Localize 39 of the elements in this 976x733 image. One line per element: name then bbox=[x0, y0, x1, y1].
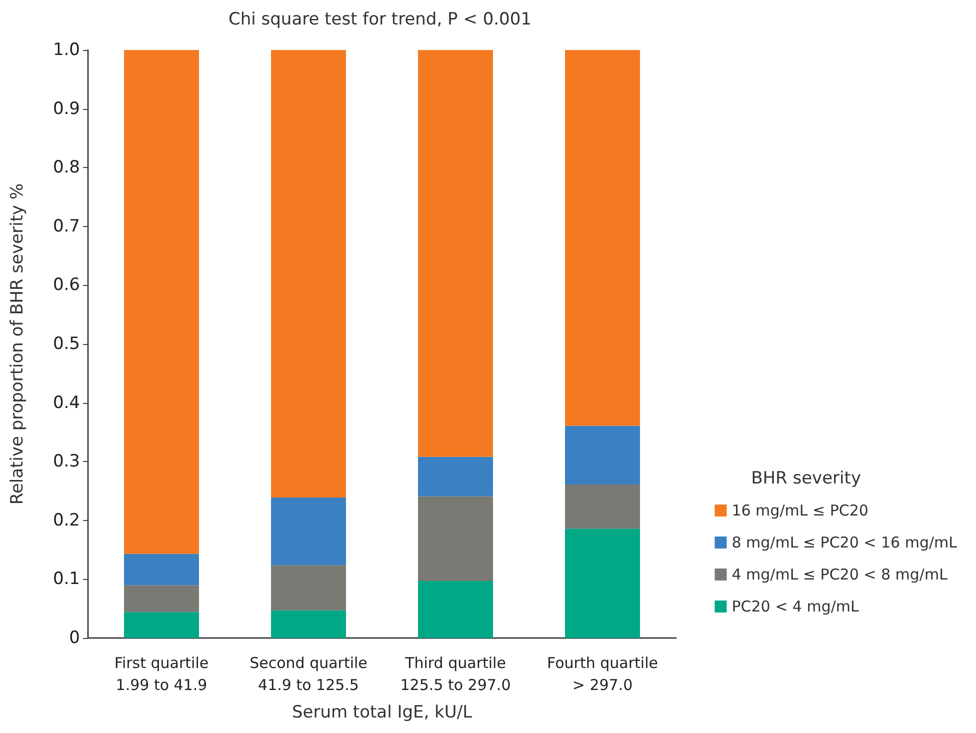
x-tick-label: Fourth quartile > 297.0 bbox=[547, 654, 658, 694]
x-tick-label: Third quartile 125.5 to 297.0 bbox=[400, 654, 511, 694]
bar bbox=[271, 565, 346, 610]
legend-label: 4 mg/mL ≤ PC20 < 8 mg/mL bbox=[732, 566, 948, 584]
legend-label: 8 mg/mL ≤ PC20 < 16 mg/mL bbox=[732, 534, 958, 552]
legend-label: PC20 < 4 mg/mL bbox=[732, 598, 860, 616]
x-tick-label: Second quartile 41.9 to 125.5 bbox=[250, 654, 368, 694]
bar bbox=[124, 554, 199, 586]
y-tick-label: 0.6 bbox=[52, 275, 80, 296]
bar bbox=[565, 426, 640, 485]
y-tick-label: 0.5 bbox=[52, 334, 80, 354]
bar bbox=[418, 456, 493, 496]
y-tick-label: 0.4 bbox=[52, 392, 80, 413]
bar bbox=[124, 612, 199, 638]
legend-title: BHR severity bbox=[751, 468, 861, 488]
y-tick-label: 0.1 bbox=[52, 569, 80, 590]
bar bbox=[565, 50, 640, 426]
y-tick-label: 0.7 bbox=[52, 216, 80, 236]
y-tick-label: 0.3 bbox=[52, 452, 80, 472]
bar bbox=[418, 580, 493, 638]
bar bbox=[418, 50, 493, 457]
y-tick-label: 1.0 bbox=[52, 40, 80, 60]
y-tick-label: 0.9 bbox=[52, 98, 80, 119]
bar bbox=[271, 497, 346, 566]
bar bbox=[271, 50, 346, 498]
bar bbox=[565, 484, 640, 529]
bar bbox=[565, 528, 640, 638]
y-tick-label: 0.2 bbox=[52, 510, 80, 530]
y-axis-title: Relative proportion of BHR severity % bbox=[8, 183, 28, 505]
x-tick-label: First quartile 1.99 to 41.9 bbox=[114, 654, 209, 694]
bar bbox=[418, 496, 493, 581]
bar bbox=[271, 610, 346, 638]
y-tick-label: 0.8 bbox=[52, 158, 80, 178]
x-axis-title: Serum total IgE, kU/L bbox=[292, 702, 473, 722]
legend-label: 16 mg/mL ≤ PC20 bbox=[732, 502, 868, 520]
chart-title: Chi square test for trend, P < 0.001 bbox=[228, 10, 532, 30]
bar bbox=[124, 585, 199, 612]
y-tick-label: 0 bbox=[69, 628, 80, 648]
bar bbox=[124, 50, 199, 554]
